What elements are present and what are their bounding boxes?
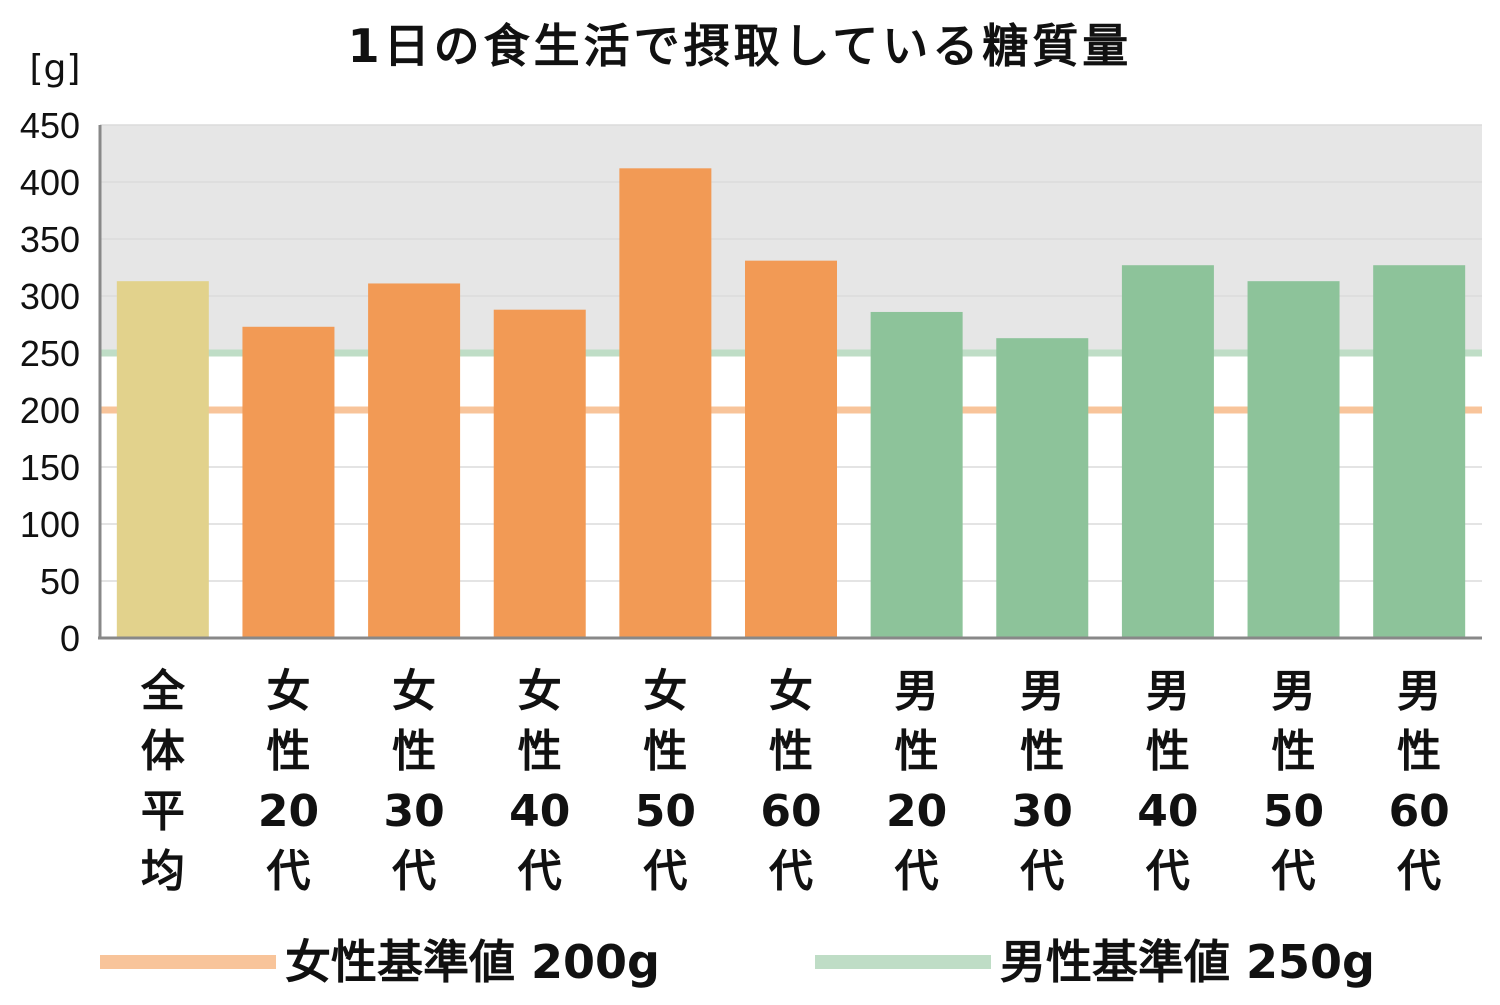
y-tick-label: 250 xyxy=(20,333,80,374)
y-tick-label: 0 xyxy=(60,618,80,659)
x-category-label: 50 xyxy=(635,786,696,837)
x-category-label: 50 xyxy=(1263,786,1324,837)
x-category-label: 性 xyxy=(643,726,687,777)
x-category-label: 代 xyxy=(1271,846,1316,897)
x-category-label: 性 xyxy=(392,726,436,777)
x-category-label: 代 xyxy=(1145,846,1190,897)
x-category-label: 代 xyxy=(768,846,813,897)
x-category-label: 40 xyxy=(1137,786,1198,837)
x-category-label: 性 xyxy=(1146,726,1190,777)
bar xyxy=(1247,281,1340,638)
x-category-label: 女 xyxy=(392,666,436,717)
x-category-label: 60 xyxy=(760,786,821,837)
legend-label: 男性基準値 250g xyxy=(1000,935,1375,989)
y-tick-label: 200 xyxy=(20,390,80,431)
x-category-label: 女 xyxy=(518,666,562,717)
x-category-label: 男 xyxy=(1020,666,1064,717)
bar xyxy=(619,168,712,638)
y-tick-label: 300 xyxy=(20,276,80,317)
x-category-label: 女 xyxy=(266,666,310,717)
y-tick-label: 450 xyxy=(20,105,80,146)
x-category-label: 60 xyxy=(1389,786,1450,837)
x-category-label: 30 xyxy=(383,786,444,837)
bar xyxy=(1373,265,1466,638)
legend-label: 女性基準値 200g xyxy=(285,935,660,989)
x-category-label: 20 xyxy=(886,786,947,837)
x-category-label: 代 xyxy=(1396,846,1441,897)
x-category-label: 代 xyxy=(894,846,939,897)
x-category-label: 性 xyxy=(895,726,939,777)
y-tick-label: 150 xyxy=(20,447,80,488)
x-category-label: 代 xyxy=(391,846,436,897)
bar xyxy=(368,283,461,638)
x-category-label: 女 xyxy=(769,666,813,717)
y-tick-label: 50 xyxy=(40,561,80,602)
x-category-label: 代 xyxy=(1019,846,1064,897)
x-category-label: 平 xyxy=(141,786,185,837)
y-tick-label: 100 xyxy=(20,504,80,545)
x-category-label: 30 xyxy=(1012,786,1073,837)
x-category-label: 性 xyxy=(518,726,562,777)
x-category-label: 性 xyxy=(1272,726,1316,777)
x-category-label: 代 xyxy=(265,846,310,897)
bar xyxy=(870,311,963,638)
x-category-label: 20 xyxy=(258,786,319,837)
x-category-label: 性 xyxy=(266,726,310,777)
x-category-label: 男 xyxy=(1272,666,1316,717)
y-tick-label: 400 xyxy=(20,162,80,203)
y-unit-label: [g] xyxy=(30,48,81,89)
x-category-label: 女 xyxy=(643,666,687,717)
bar xyxy=(116,281,209,638)
bar xyxy=(996,338,1089,638)
x-category-label: 男 xyxy=(895,666,939,717)
bar xyxy=(1121,265,1214,638)
x-category-label: 代 xyxy=(517,846,562,897)
x-category-label: 均 xyxy=(141,846,185,897)
x-category-label: 性 xyxy=(1020,726,1064,777)
x-category-label: 性 xyxy=(1397,726,1441,777)
x-category-label: 男 xyxy=(1146,666,1190,717)
x-category-label: 体 xyxy=(141,726,185,777)
bar xyxy=(745,260,837,638)
x-category-label: 40 xyxy=(509,786,570,837)
bar xyxy=(493,309,586,638)
x-category-label: 代 xyxy=(642,846,687,897)
x-category-label: 全 xyxy=(140,666,186,717)
chart-title: 1日の食生活で摂取している糖質量 xyxy=(348,19,1133,73)
y-tick-label: 350 xyxy=(20,219,80,260)
x-category-label: 性 xyxy=(769,726,813,777)
x-category-label: 男 xyxy=(1397,666,1441,717)
bar xyxy=(242,326,335,638)
